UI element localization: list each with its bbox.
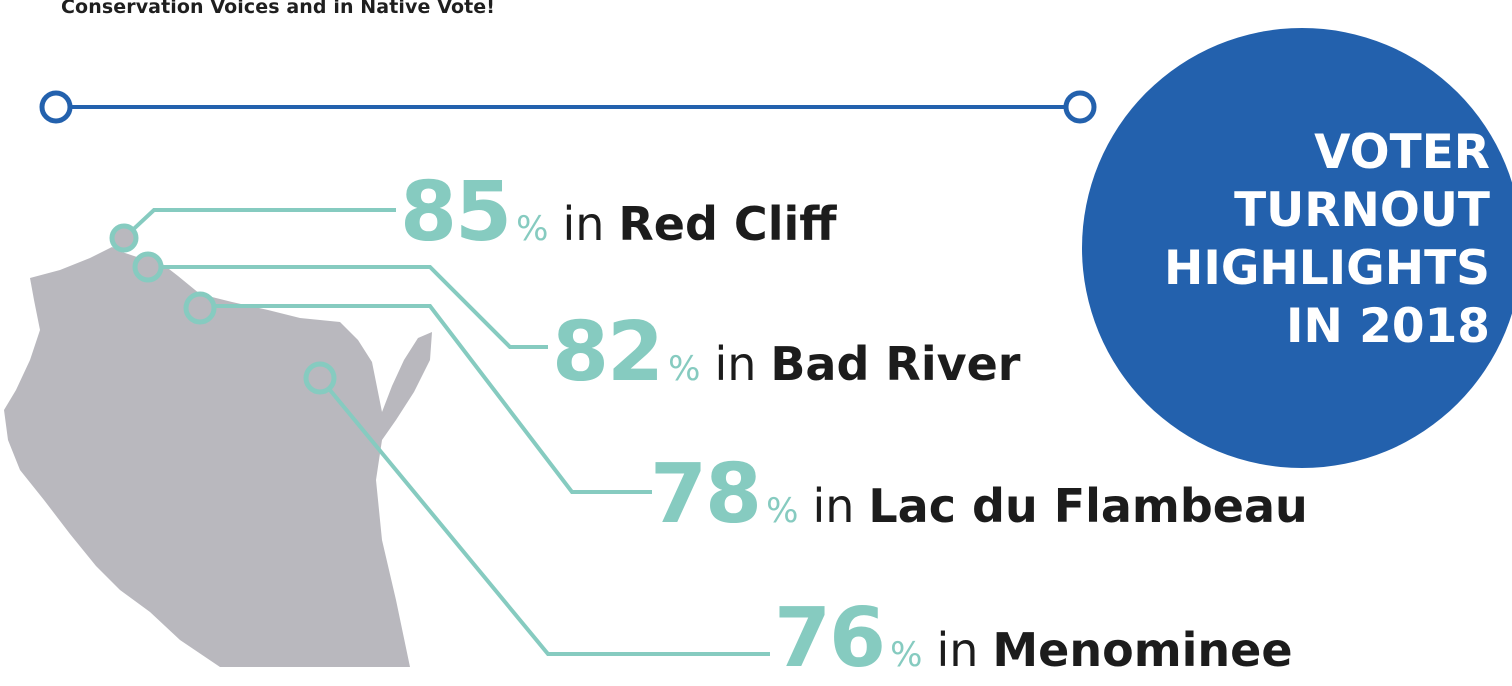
badge-title: VOTER TURNOUT HIGHLIGHTS IN 2018: [1164, 124, 1490, 356]
leader-line-lac-du-flambeau: [200, 304, 652, 494]
stat-connector: in: [714, 337, 757, 391]
timeline-start-marker: [39, 90, 73, 124]
badge-line: VOTER: [1314, 125, 1490, 180]
intro-text: Conservation Voices and in Native Vote!: [61, 0, 496, 18]
infographic-art: [4, 90, 1097, 667]
timeline-end-marker: [1063, 90, 1097, 124]
leader-line-bad-river: [148, 265, 548, 349]
stat-place: Lac du Flambeau: [868, 479, 1308, 533]
stat-menominee: 76 % in Menominee: [774, 598, 1293, 680]
leader-line-menominee: [318, 376, 770, 656]
voter-turnout-badge: VOTER TURNOUT HIGHLIGHTS IN 2018: [1082, 28, 1512, 468]
percent-sign: %: [766, 491, 799, 531]
stat-value: 76: [774, 591, 886, 686]
marker-red-cliff: [109, 223, 139, 253]
stat-value: 85: [400, 165, 512, 260]
badge-line: HIGHLIGHTS: [1164, 241, 1490, 296]
marker-menominee: [303, 361, 337, 395]
stat-value: 82: [552, 305, 664, 400]
stat-red-cliff: 85 % in Red Cliff: [400, 172, 837, 254]
stat-connector: in: [936, 623, 979, 677]
marker-lac-du-flambeau: [183, 291, 217, 325]
marker-bad-river: [132, 251, 164, 283]
wisconsin-map: [4, 247, 432, 667]
percent-sign: %: [516, 209, 549, 249]
stat-bad-river: 82 % in Bad River: [552, 312, 1020, 394]
stat-place: Red Cliff: [618, 197, 837, 251]
stat-place: Bad River: [770, 337, 1021, 391]
percent-sign: %: [890, 635, 923, 675]
stat-value: 78: [650, 447, 762, 542]
stat-place: Menominee: [992, 623, 1293, 677]
badge-line: TURNOUT: [1234, 183, 1490, 238]
stat-connector: in: [812, 479, 855, 533]
stat-lac-du-flambeau: 78 % in Lac du Flambeau: [650, 454, 1308, 536]
leader-line-red-cliff: [122, 208, 396, 240]
stat-connector: in: [562, 197, 605, 251]
percent-sign: %: [668, 349, 701, 389]
badge-line: IN 2018: [1286, 299, 1490, 354]
